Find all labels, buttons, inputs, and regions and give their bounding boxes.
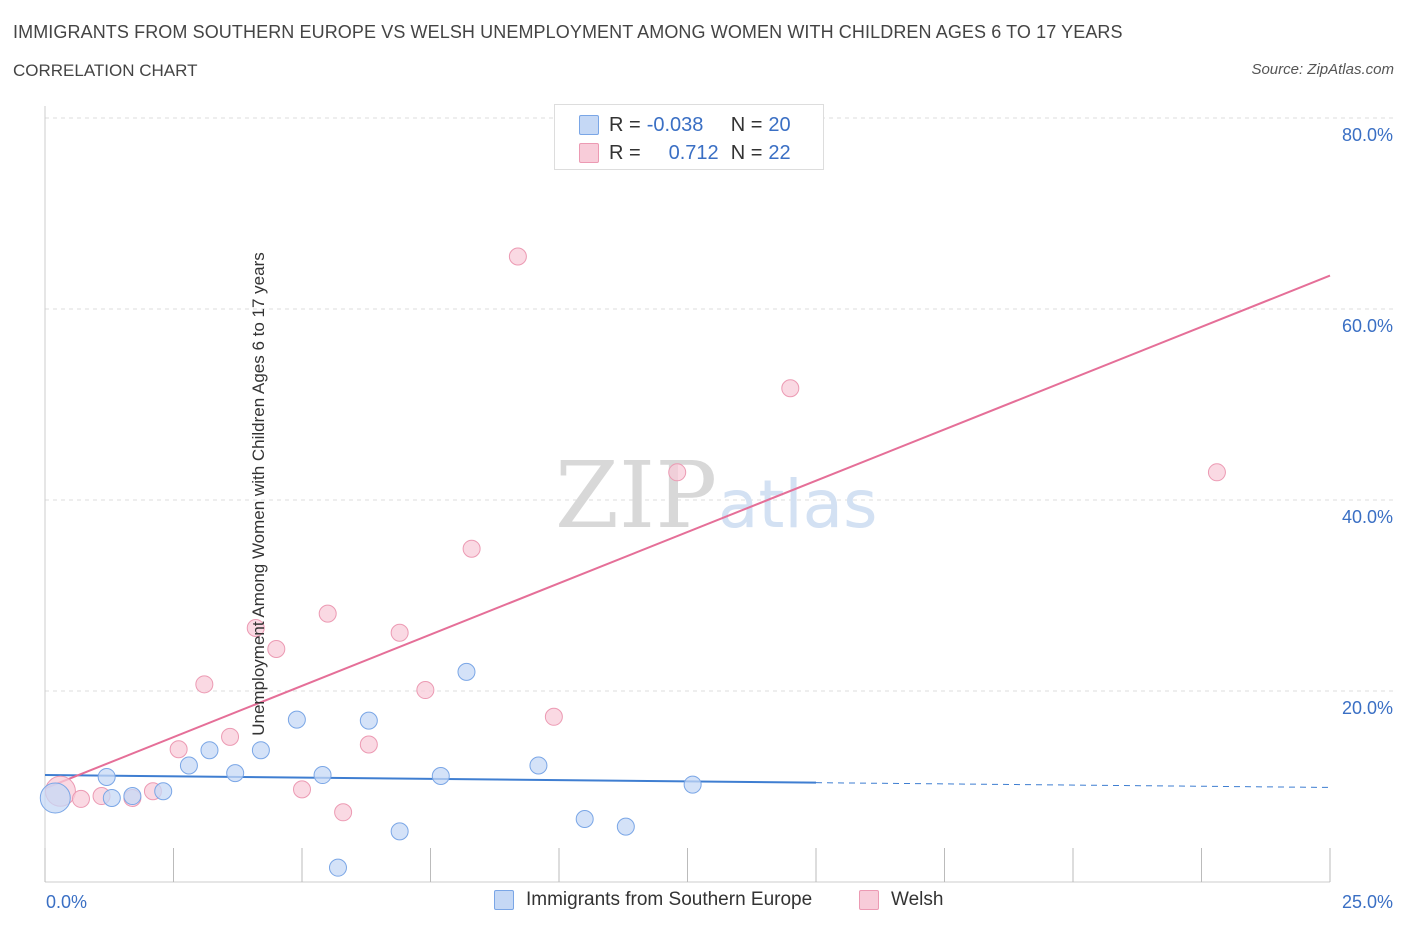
point-immigrants	[123, 787, 142, 806]
point-welsh	[293, 780, 311, 799]
point-immigrants	[200, 741, 219, 760]
bottom-legend-swatch-blue	[494, 890, 514, 910]
bottom-legend: Immigrants from Southern Europe Welsh	[0, 889, 1406, 915]
point-welsh	[359, 735, 378, 754]
point-immigrants	[226, 764, 245, 783]
legend-r-value: 0.712	[668, 141, 719, 164]
chart-title: IMMIGRANTS FROM SOUTHERN EUROPE VS WELSH…	[13, 22, 1123, 42]
legend-swatch-pink	[579, 143, 599, 163]
point-welsh	[334, 803, 353, 822]
point-immigrants	[287, 710, 306, 729]
stats-legend-row-1: R = -0.038 N = 20	[579, 113, 791, 137]
point-welsh	[668, 463, 687, 482]
point-immigrants	[328, 858, 347, 877]
point-immigrants	[154, 782, 173, 801]
legend-r-label: R =	[609, 141, 641, 164]
trend-line-welsh	[44, 274, 1331, 790]
legend-n-value: 22	[768, 141, 791, 164]
point-immigrants	[313, 766, 332, 785]
legend-swatch-blue	[579, 115, 599, 135]
point-welsh	[416, 681, 435, 700]
legend-n-value: 20	[768, 113, 791, 136]
y-tick-label: 60.0%	[1342, 316, 1393, 336]
bottom-legend-item-blue: Immigrants from Southern Europe	[494, 889, 812, 911]
point-immigrants	[102, 788, 121, 807]
legend-n-label: N =	[730, 113, 763, 136]
bottom-legend-label-blue: Immigrants from Southern Europe	[526, 889, 813, 910]
point-immigrants	[431, 766, 450, 785]
point-welsh	[390, 623, 409, 642]
point-immigrants	[251, 741, 270, 760]
x-tick-label: 25.0%	[1342, 892, 1393, 912]
watermark-zip: ZIP	[555, 442, 717, 549]
y-axis-label: Unemployment Among Women with Children A…	[248, 252, 268, 736]
point-welsh	[267, 639, 286, 658]
label-layer: 20.0% 40.0% 60.0% 80.0% 0.0% 25.0%	[46, 125, 1393, 912]
point-welsh	[71, 789, 90, 808]
point-welsh	[169, 740, 188, 759]
source-label: Source: ZipAtlas.com	[1251, 61, 1394, 78]
point-welsh	[221, 727, 240, 746]
y-axis-label-wrap: Unemployment Among Women with Children A…	[249, 252, 269, 736]
trend-layer	[44, 274, 1331, 790]
bottom-legend-item-pink: Welsh	[859, 889, 943, 911]
chart-subtitle: CORRELATION CHART	[13, 61, 198, 80]
x-tick-label: 0.0%	[46, 892, 87, 912]
watermark: ZIP atlas	[555, 442, 878, 549]
y-tick-label: 80.0%	[1342, 125, 1393, 145]
y-tick-label: 40.0%	[1342, 507, 1393, 527]
point-immigrants	[457, 662, 476, 681]
point-welsh	[781, 379, 800, 398]
point-welsh	[544, 707, 563, 726]
stats-legend: R = -0.038 N = 20 R = 0.712 N = 22	[554, 104, 824, 170]
point-immigrants	[359, 711, 378, 730]
point-welsh	[246, 618, 265, 637]
legend-n-label: N =	[730, 141, 763, 164]
point-immigrants	[683, 775, 702, 794]
point-immigrants	[575, 809, 594, 828]
point-immigrants	[390, 822, 409, 841]
point-welsh	[195, 675, 214, 694]
point-immigrants	[179, 756, 198, 775]
point-immigrants	[529, 756, 548, 775]
bottom-legend-label-pink: Welsh	[891, 889, 944, 910]
point-welsh	[318, 604, 337, 623]
trend-line-immigrants-extension	[815, 782, 1331, 788]
point-immigrants	[616, 817, 635, 836]
grid-layer	[45, 117, 1394, 692]
points-layer	[39, 247, 1226, 877]
point-welsh	[508, 247, 527, 266]
legend-r-label: R =	[609, 113, 641, 136]
axis-layer	[44, 106, 1331, 883]
y-tick-label: 20.0%	[1342, 698, 1393, 718]
point-immigrants	[97, 767, 116, 786]
watermark-atlas: atlas	[718, 466, 878, 543]
bottom-legend-swatch-pink	[859, 890, 879, 910]
point-immigrants	[39, 782, 71, 814]
point-welsh	[1207, 463, 1226, 482]
legend-r-value: -0.038	[646, 113, 704, 136]
stats-legend-row-2: R = 0.712 N = 22	[579, 141, 791, 165]
point-welsh	[462, 539, 481, 558]
